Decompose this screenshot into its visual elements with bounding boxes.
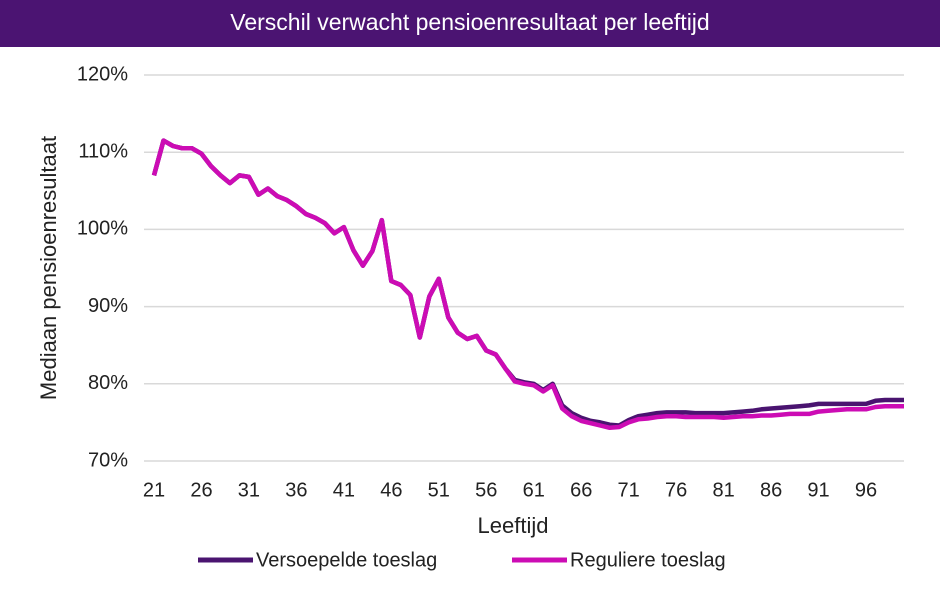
x-tick-label: 76	[665, 479, 687, 501]
x-tick-label: 26	[190, 479, 212, 501]
y-tick-label: 70%	[88, 449, 128, 471]
x-tick-label: 61	[523, 479, 545, 501]
y-tick-label: 100%	[77, 218, 128, 240]
x-tick-label: 56	[475, 479, 497, 501]
series-line	[151, 138, 904, 431]
x-tick-label: 71	[618, 479, 640, 501]
x-tick-label: 46	[380, 479, 402, 501]
y-tick-label: 120%	[77, 63, 128, 85]
x-tick-label: 21	[143, 479, 165, 501]
x-tick-label: 96	[855, 479, 877, 501]
chart-title: Verschil verwacht pensioenresultaat per …	[230, 9, 709, 35]
y-axis-title: Mediaan pensioenresultaat	[36, 136, 61, 400]
x-tick-label: 31	[238, 479, 260, 501]
y-tick-label: 80%	[88, 372, 128, 394]
legend-label: Versoepelde toeslag	[256, 549, 437, 571]
x-tick-label: 36	[285, 479, 307, 501]
legend-label: Reguliere toeslag	[570, 549, 726, 571]
title-bar	[0, 0, 940, 47]
x-axis-title: Leeftijd	[478, 513, 549, 538]
y-tick-label: 90%	[88, 295, 128, 317]
y-tick-label: 110%	[78, 140, 128, 162]
x-tick-label: 41	[333, 479, 355, 501]
x-tick-label: 86	[760, 479, 782, 501]
x-tick-label: 91	[807, 479, 829, 501]
x-tick-label: 66	[570, 479, 592, 501]
x-tick-label: 81	[712, 479, 734, 501]
x-tick-label: 51	[428, 479, 450, 501]
